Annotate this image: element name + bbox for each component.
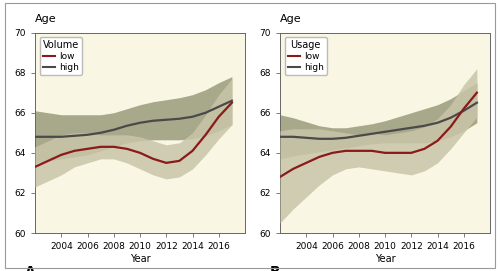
Legend: low, high: low, high — [284, 37, 327, 75]
X-axis label: Year: Year — [374, 254, 396, 264]
Text: A: A — [24, 265, 35, 271]
Text: B: B — [270, 265, 280, 271]
Text: Age: Age — [280, 14, 301, 24]
X-axis label: Year: Year — [130, 254, 150, 264]
Legend: low, high: low, high — [40, 37, 82, 75]
Text: Age: Age — [35, 14, 56, 24]
